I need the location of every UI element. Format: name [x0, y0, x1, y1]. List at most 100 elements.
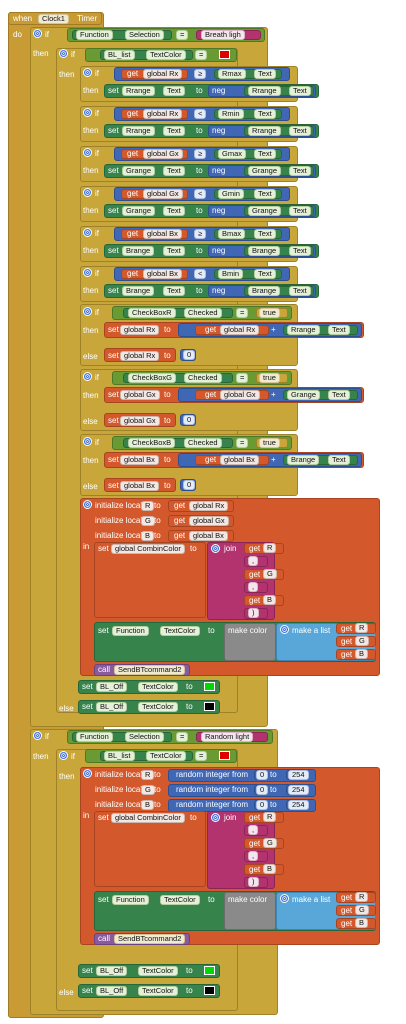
mutator-gear-icon[interactable]: ⚙: [33, 29, 42, 38]
dropdown-field[interactable]: TextColor: [160, 626, 200, 636]
dropdown-field[interactable]: true: [259, 373, 280, 383]
operator-dropdown[interactable]: ≥: [194, 149, 207, 159]
variable-dropdown[interactable]: global Bx: [120, 481, 159, 491]
variable-dropdown[interactable]: R: [263, 812, 277, 822]
dropdown-field[interactable]: Text: [163, 286, 185, 296]
operator-dropdown[interactable]: ≥: [194, 229, 207, 239]
variable-dropdown[interactable]: global Rx: [143, 69, 183, 79]
make-color-block[interactable]: [224, 892, 276, 930]
operator-dropdown[interactable]: ≥: [194, 69, 207, 79]
dropdown-field[interactable]: Brange: [122, 246, 155, 256]
variable-dropdown[interactable]: global Gx: [143, 189, 183, 199]
dropdown-field[interactable]: Grange: [248, 166, 282, 176]
dropdown-field[interactable]: Text: [328, 390, 350, 400]
dropdown-field[interactable]: TextColor: [160, 895, 200, 905]
range-text-getter[interactable]: [283, 390, 358, 400]
function-selection-getter[interactable]: [72, 732, 172, 742]
variable-dropdown[interactable]: R: [355, 892, 369, 902]
mutator-gear-icon[interactable]: ⚙: [211, 544, 220, 553]
dropdown-field[interactable]: Text: [289, 86, 311, 96]
mutator-gear-icon[interactable]: ⚙: [83, 769, 92, 778]
variable-dropdown[interactable]: global Rx: [220, 325, 260, 335]
dropdown-field[interactable]: Text: [328, 325, 350, 335]
dropdown-field[interactable]: Rmin: [218, 109, 244, 119]
mutator-gear-icon[interactable]: ⚙: [83, 372, 92, 381]
local-name-field[interactable]: R: [141, 501, 155, 511]
variable-dropdown[interactable]: global Bx: [120, 455, 159, 465]
set-combincolor-block[interactable]: [94, 811, 206, 887]
dropdown-field[interactable]: Brange: [122, 286, 155, 296]
checkbox-checked-getter[interactable]: [123, 438, 233, 448]
limit-text-getter[interactable]: [214, 189, 282, 199]
dropdown-field[interactable]: Text: [254, 269, 276, 279]
variable-dropdown[interactable]: global CombinColor: [111, 544, 185, 554]
dropdown-field[interactable]: Function: [76, 732, 113, 742]
function-selection-getter[interactable]: [72, 30, 172, 40]
variable-dropdown[interactable]: global Rx: [120, 351, 160, 361]
mutator-gear-icon[interactable]: ⚙: [83, 268, 92, 277]
black-color-swatch[interactable]: [204, 702, 215, 711]
mutator-gear-icon[interactable]: ⚙: [83, 68, 92, 77]
dropdown-field[interactable]: Function: [76, 30, 113, 40]
dropdown-field[interactable]: Text: [289, 246, 311, 256]
mutator-gear-icon[interactable]: ⚙: [59, 49, 68, 58]
dropdown-field[interactable]: Text: [163, 206, 185, 216]
mutator-gear-icon[interactable]: ⚙: [83, 148, 92, 157]
mutator-gear-icon[interactable]: ⚙: [83, 188, 92, 197]
procedure-dropdown[interactable]: SendBTcommand2: [114, 934, 186, 944]
text-literal-value[interactable]: ,: [248, 825, 259, 835]
random-integer-block[interactable]: [168, 784, 316, 797]
dropdown-field[interactable]: BL_list: [104, 50, 135, 60]
dropdown-field[interactable]: BL_Off: [96, 682, 128, 692]
checkbox-checked-getter[interactable]: [123, 308, 233, 318]
mutator-gear-icon[interactable]: ⚙: [83, 307, 92, 316]
mutator-gear-icon[interactable]: ⚙: [83, 500, 92, 509]
mutator-gear-icon[interactable]: ⚙: [83, 228, 92, 237]
local-name-field[interactable]: B: [141, 531, 155, 541]
dropdown-field[interactable]: 0: [183, 350, 196, 360]
dropdown-field[interactable]: TextColor: [138, 986, 178, 996]
operator-dropdown[interactable]: =: [195, 50, 208, 60]
dropdown-field[interactable]: true: [259, 308, 280, 318]
variable-dropdown[interactable]: B: [355, 649, 369, 659]
dropdown-field[interactable]: Text: [328, 455, 350, 465]
text-join-block[interactable]: [207, 542, 275, 620]
dropdown-field[interactable]: Text: [289, 206, 311, 216]
dropdown-field[interactable]: Text: [254, 69, 276, 79]
clock-component-dropdown[interactable]: Clock1: [38, 14, 69, 24]
dropdown-field[interactable]: 0: [183, 415, 196, 425]
variable-dropdown[interactable]: global Bx: [143, 229, 182, 239]
dropdown-field[interactable]: Function: [112, 895, 149, 905]
procedure-dropdown[interactable]: SendBTcommand2: [114, 665, 186, 675]
dropdown-field[interactable]: Selection: [125, 30, 164, 40]
dropdown-field[interactable]: Checked: [184, 438, 222, 448]
variable-dropdown[interactable]: global Bx: [143, 269, 182, 279]
dropdown-field[interactable]: Checked: [184, 373, 222, 383]
red-color-swatch[interactable]: [219, 50, 230, 59]
text-literal-value[interactable]: ): [248, 608, 259, 618]
dropdown-field[interactable]: BL_Off: [96, 702, 128, 712]
dropdown-field[interactable]: Grange: [287, 390, 321, 400]
dropdown-field[interactable]: Text: [289, 166, 311, 176]
dropdown-field[interactable]: TextColor: [138, 702, 178, 712]
checkbox-checked-getter[interactable]: [123, 373, 233, 383]
variable-dropdown[interactable]: global Gx: [220, 390, 260, 400]
dropdown-field[interactable]: Grange: [248, 206, 282, 216]
text-join-block[interactable]: [207, 811, 275, 889]
dropdown-field[interactable]: Brange: [248, 286, 281, 296]
variable-dropdown[interactable]: global Bx: [220, 455, 259, 465]
variable-dropdown[interactable]: global Gx: [120, 390, 160, 400]
variable-dropdown[interactable]: B: [355, 918, 369, 928]
set-combincolor-block[interactable]: [94, 542, 206, 618]
dropdown-field[interactable]: CheckBoxG: [128, 373, 177, 383]
mutator-gear-icon[interactable]: ⚙: [280, 894, 289, 903]
variable-dropdown[interactable]: global Gx: [189, 516, 229, 526]
operator-dropdown[interactable]: =: [236, 373, 249, 383]
limit-text-getter[interactable]: [214, 229, 282, 239]
variable-dropdown[interactable]: G: [263, 838, 277, 848]
dropdown-field[interactable]: TextColor: [138, 682, 178, 692]
range-text-getter[interactable]: [283, 325, 358, 335]
dropdown-field[interactable]: BL_Off: [96, 986, 128, 996]
variable-dropdown[interactable]: G: [263, 569, 277, 579]
mutator-gear-icon[interactable]: ⚙: [280, 625, 289, 634]
